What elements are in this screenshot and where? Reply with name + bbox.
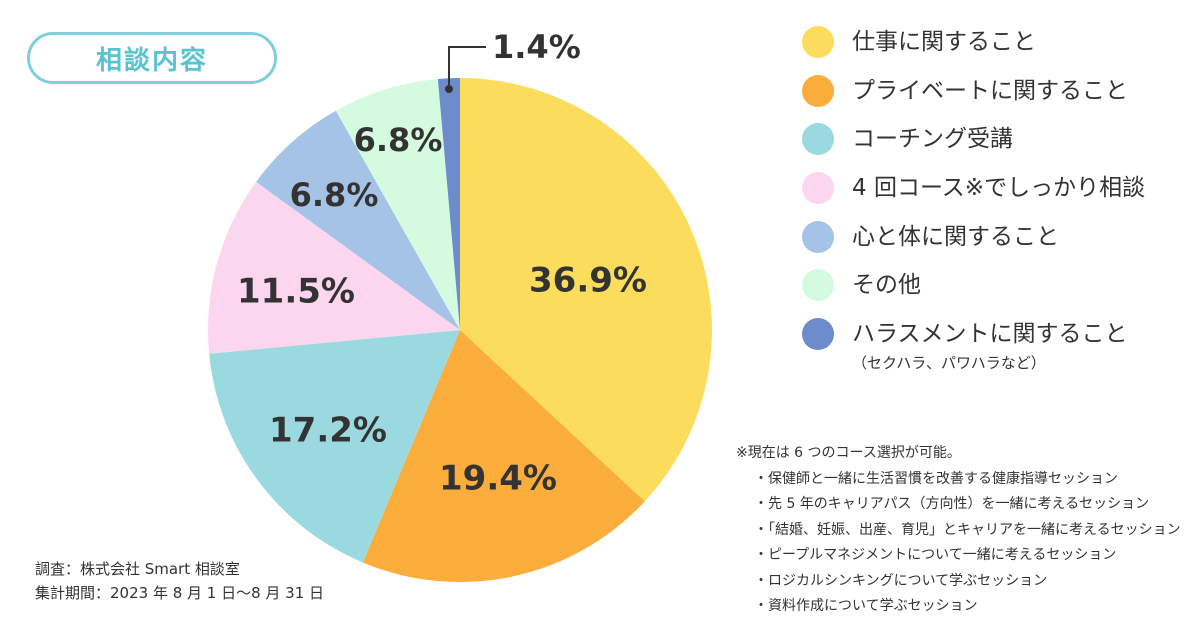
slice-value-label: 6.8% xyxy=(290,176,379,214)
legend-item: 4 回コース※でしっかり相談 xyxy=(802,172,1145,204)
legend-swatch xyxy=(802,269,834,301)
callout-line xyxy=(448,46,486,89)
pie-slice xyxy=(209,330,460,563)
pie-slice xyxy=(208,181,460,354)
slice-value-label: 19.4% xyxy=(439,459,557,499)
legend-label: 4 回コース※でしっかり相談 xyxy=(852,175,1146,201)
notes-item: ・ピープルマネジメントについて一緒に考えるセッション xyxy=(754,547,1117,563)
legend-swatch xyxy=(802,318,834,350)
notes-item: ・保健師と一緒に生活習慣を改善する健康指導セッション xyxy=(754,470,1118,487)
legend-swatch xyxy=(802,123,834,155)
notes-heading: ※現在は 6 つのコース選択が可能。 xyxy=(736,445,961,461)
legend-label: その他 xyxy=(852,272,921,298)
legend-label: 心と体に関すること xyxy=(852,223,1059,250)
notes-item: ・資料作成について学ぶセッション xyxy=(754,598,978,614)
legend-swatch xyxy=(802,74,834,107)
legend-label: プライベートに関すること xyxy=(852,77,1128,104)
slice-value-label: 6.8% xyxy=(354,121,443,159)
slice-value-label: 11.5% xyxy=(237,272,355,312)
notes-item: ・先 5 年のキャリアパス（方向性）を一緒に考えるセッション xyxy=(754,496,1150,512)
legend-item: ハラスメントに関すること （セクハラ、パワハラなど） xyxy=(802,318,1128,373)
pie-slice xyxy=(437,77,460,330)
legend-item: 心と体に関すること xyxy=(802,220,1059,253)
source-info: 調査：株式会社 Smart 相談室 集計期間：2023 年 8 月 1 日〜8 … xyxy=(35,557,324,605)
legend-swatch xyxy=(802,220,834,253)
legend-label: コーチング受講 xyxy=(852,126,1013,152)
pie-slice xyxy=(256,110,460,331)
pie-slice xyxy=(362,330,645,582)
slice-value-label: 17.2% xyxy=(269,411,387,451)
slice-value-label: 1.4% xyxy=(492,28,581,66)
legend-item: その他 xyxy=(802,269,921,301)
legend-label: 仕事に関すること xyxy=(852,29,1036,55)
pie-slice xyxy=(460,78,713,502)
notes-item: ・「結婚、妊娠、出産、育児」とキャリアを一緒に考えるセッション xyxy=(754,521,1181,538)
legend-item: 仕事に関すること xyxy=(802,26,1036,58)
notes-item: ・ロジカルシンキングについて学ぶセッション xyxy=(754,572,1048,589)
legend-swatch xyxy=(802,172,834,204)
chart-title-badge: 相談内容 xyxy=(27,32,277,84)
legend-label: ハラスメントに関すること xyxy=(852,321,1128,347)
pie-chart: 1.4% 36.9% 19.4% 17.2% 11.5% 6.8% 6.8% xyxy=(208,28,713,582)
legend-item: コーチング受講 xyxy=(802,123,1013,155)
slice-value-label: 36.9% xyxy=(529,261,647,301)
course-notes: ※現在は 6 つのコース選択が可能。 ・保健師と一緒に生活習慣を改善する健康指導… xyxy=(736,441,1181,620)
survey-period: 集計期間：2023 年 8 月 1 日〜8 月 31 日 xyxy=(35,584,325,602)
survey-source: 調査：株式会社 Smart 相談室 xyxy=(35,560,240,578)
pie-slice xyxy=(335,78,460,330)
legend-sublabel: （セクハラ、パワハラなど） xyxy=(852,354,1046,372)
legend-item: プライベートに関すること xyxy=(802,74,1128,107)
legend-swatch xyxy=(802,26,834,58)
chart-title: 相談内容 xyxy=(95,45,208,76)
